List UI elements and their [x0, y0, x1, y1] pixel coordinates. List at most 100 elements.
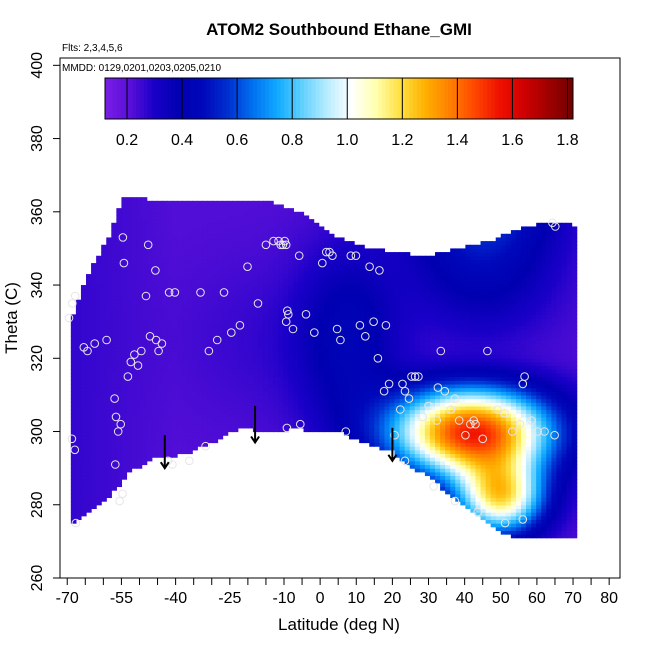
heatmap-cell: [389, 325, 396, 330]
heatmap-cell: [136, 464, 143, 469]
heatmap-cell: [374, 270, 380, 275]
heatmap-cell: [278, 219, 284, 224]
heatmap-cell: [116, 288, 123, 293]
heatmap-cell: [75, 314, 82, 319]
heatmap-cell: [298, 230, 305, 235]
heatmap-cell: [197, 219, 203, 224]
heatmap-cell: [409, 457, 416, 462]
heatmap-cell: [197, 427, 203, 433]
heatmap-cell: [293, 270, 300, 275]
heatmap-cell: [445, 350, 451, 356]
heatmap-cell: [131, 339, 138, 345]
heatmap-cell: [217, 427, 224, 433]
heatmap-cell: [75, 508, 82, 513]
heatmap-cell: [465, 285, 472, 290]
heatmap-cell: [111, 241, 117, 246]
heatmap-cell: [313, 416, 320, 422]
heatmap-cell: [440, 263, 446, 268]
heatmap-cell: [247, 372, 254, 378]
heatmap-cell: [293, 416, 300, 422]
heatmap-cell: [151, 438, 158, 444]
heatmap-cell: [460, 369, 466, 374]
heatmap-cell: [298, 369, 305, 374]
heatmap-cell: [182, 318, 188, 323]
heatmap-cell: [263, 413, 269, 418]
heatmap-cell: [111, 398, 117, 403]
heatmap-cell: [293, 303, 300, 308]
heatmap-cell: [359, 325, 365, 330]
heatmap-cell: [409, 328, 416, 334]
heatmap-cell: [460, 482, 466, 488]
heatmap-cell: [247, 387, 254, 392]
heatmap-cell: [101, 343, 107, 348]
heatmap-cell: [247, 211, 254, 217]
heatmap-cell: [349, 391, 355, 396]
heatmap-cell: [91, 318, 97, 323]
heatmap-cell: [182, 413, 188, 418]
heatmap-cell: [308, 336, 315, 341]
heatmap-cell: [252, 361, 259, 367]
heatmap-cell: [465, 427, 472, 433]
heatmap-cell: [207, 310, 214, 315]
heatmap-cell: [293, 219, 300, 224]
heatmap-cell: [338, 296, 345, 301]
heatmap-cell: [96, 387, 102, 392]
heatmap-cell: [96, 361, 102, 367]
heatmap-cell: [298, 285, 305, 290]
heatmap-cell: [399, 288, 406, 293]
heatmap-cell: [440, 296, 446, 301]
heatmap-cell: [268, 424, 274, 429]
heatmap-cell: [91, 299, 97, 304]
heatmap-cell: [182, 307, 188, 312]
heatmap-cell: [212, 255, 219, 261]
heatmap-cell: [126, 442, 133, 447]
heatmap-cell: [414, 365, 421, 370]
heatmap-cell: [257, 416, 264, 422]
heatmap-cell: [222, 383, 229, 389]
heatmap-cell: [80, 446, 87, 451]
heatmap-cell: [141, 427, 148, 433]
heatmap-cell: [268, 222, 274, 228]
heatmap-cell: [121, 314, 128, 319]
heatmap-cell: [450, 369, 456, 374]
heatmap-cell: [409, 354, 416, 359]
heatmap-cell: [288, 321, 294, 326]
heatmap-cell: [146, 453, 153, 458]
heatmap-cell: [91, 310, 97, 315]
heatmap-cell: [70, 347, 77, 352]
heatmap-cell: [343, 358, 350, 363]
heatmap-cell: [263, 350, 269, 356]
heatmap-cell: [212, 219, 219, 224]
heatmap-cell: [343, 420, 350, 425]
heatmap-cell: [409, 387, 416, 392]
heatmap-cell: [202, 296, 209, 301]
heatmap-cell: [202, 402, 209, 407]
heatmap-cell: [263, 398, 269, 403]
heatmap-cell: [172, 237, 178, 242]
heatmap-cell: [126, 376, 133, 381]
heatmap-cell: [116, 255, 123, 261]
heatmap-cell: [257, 424, 264, 429]
heatmap-cell: [399, 365, 406, 370]
heatmap-cell: [136, 303, 143, 308]
heatmap-cell: [172, 350, 178, 356]
heatmap-cell: [197, 244, 203, 250]
heatmap-cell: [207, 211, 214, 217]
heatmap-cell: [161, 204, 168, 209]
heatmap-cell: [343, 369, 350, 374]
heatmap-cell: [80, 508, 87, 513]
heatmap-cell: [374, 413, 380, 418]
heatmap-cell: [247, 307, 254, 312]
heatmap-cell: [404, 314, 411, 319]
heatmap-cell: [136, 270, 143, 275]
heatmap-cell: [192, 420, 198, 425]
heatmap-cell: [343, 281, 350, 286]
heatmap-cell: [91, 274, 97, 279]
heatmap-cell: [268, 328, 274, 334]
heatmap-cell: [318, 350, 325, 356]
heatmap-cell: [116, 310, 123, 315]
heatmap-cell: [338, 372, 345, 378]
heatmap-cell: [354, 303, 360, 308]
heatmap-cell: [308, 233, 315, 239]
heatmap-cell: [424, 420, 431, 425]
